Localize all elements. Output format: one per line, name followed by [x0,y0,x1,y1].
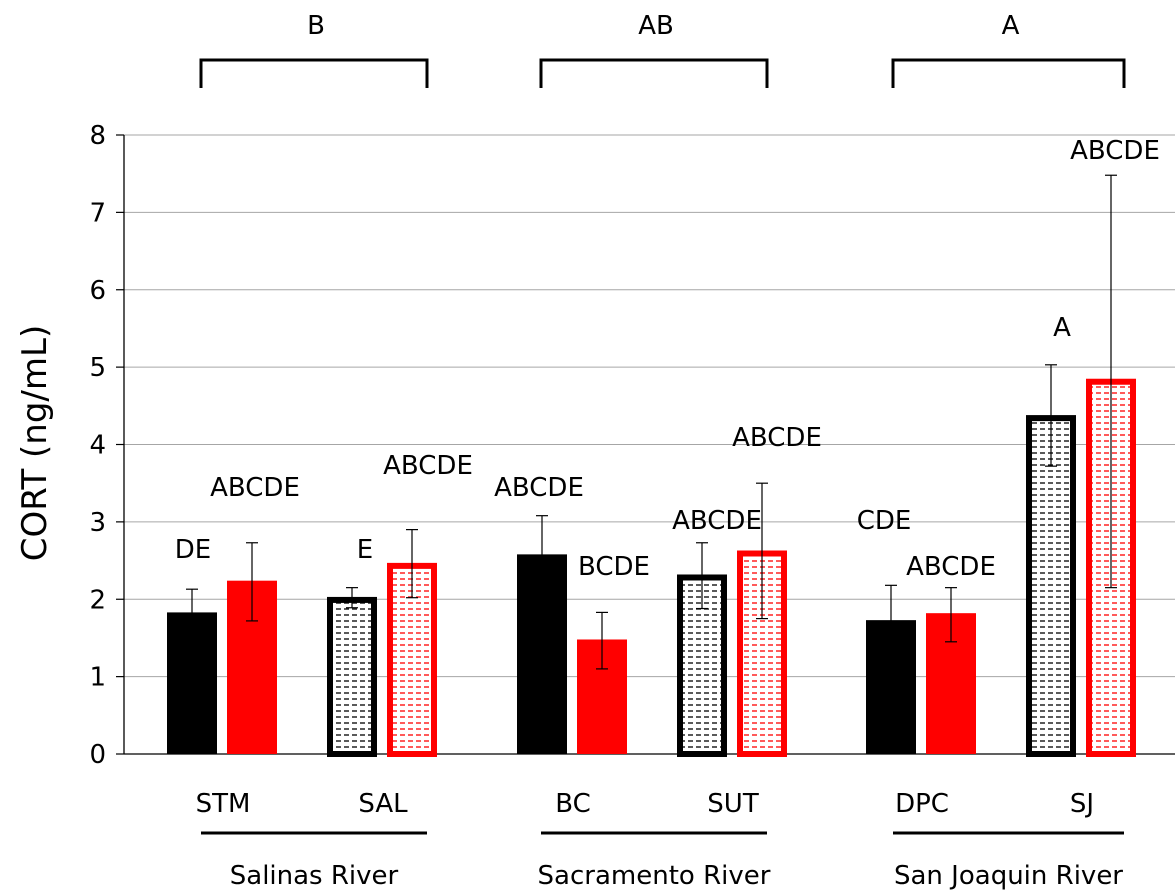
river-bracket [199,58,429,88]
x-tick-label-dpc: DPC [895,789,949,819]
river-label: Sacramento River [538,861,771,891]
river-letter: B [307,11,325,41]
river-bracket [891,58,1126,88]
x-tick-label-sal: SAL [358,789,408,819]
y-tick-label: 5 [89,353,106,383]
y-tick-label: 7 [89,198,106,228]
y-tick-label: 1 [89,663,106,693]
gridlines [124,134,1175,678]
bar-sal-black [327,596,377,758]
significance-letter: ABCDE [672,506,762,536]
significance-letter: ABCDE [210,473,300,503]
x-tick-label-sut: SUT [707,789,759,819]
river-label: San Joaquin River [894,861,1123,891]
significance-letter: ABCDE [1070,136,1160,166]
bars [167,174,1136,758]
significance-letter: E [357,535,373,565]
significance-letter: ABCDE [383,451,473,481]
x-tick-label-bc: BC [555,789,591,819]
bar-sj-black [1026,415,1076,757]
y-tick-label: 2 [89,585,106,615]
river-bracket [539,58,769,88]
x-tick-label-stm: STM [196,789,251,819]
y-tick-label: 3 [89,508,106,538]
bar-sut-red [737,550,787,757]
y-axis-title: CORT (ng/mL) [15,325,55,561]
significance-letter: ABCDE [732,423,822,453]
significance-letter: CDE [857,506,912,536]
x-tick-label-sj: SJ [1070,789,1094,819]
y-tick-label: 6 [89,276,106,306]
y-tick-label: 8 [89,121,106,151]
y-tick-label: 0 [89,740,106,770]
significance-letter: BCDE [578,552,650,582]
y-tick-label: 4 [89,431,106,461]
significance-letter: ABCDE [906,552,996,582]
axes [116,58,1175,835]
significance-letter: DE [175,535,211,565]
significance-letter: A [1053,313,1071,343]
river-label: Salinas River [230,861,399,891]
significance-letter: ABCDE [494,473,584,503]
river-letter: A [1002,11,1020,41]
river-letter: AB [638,11,674,41]
